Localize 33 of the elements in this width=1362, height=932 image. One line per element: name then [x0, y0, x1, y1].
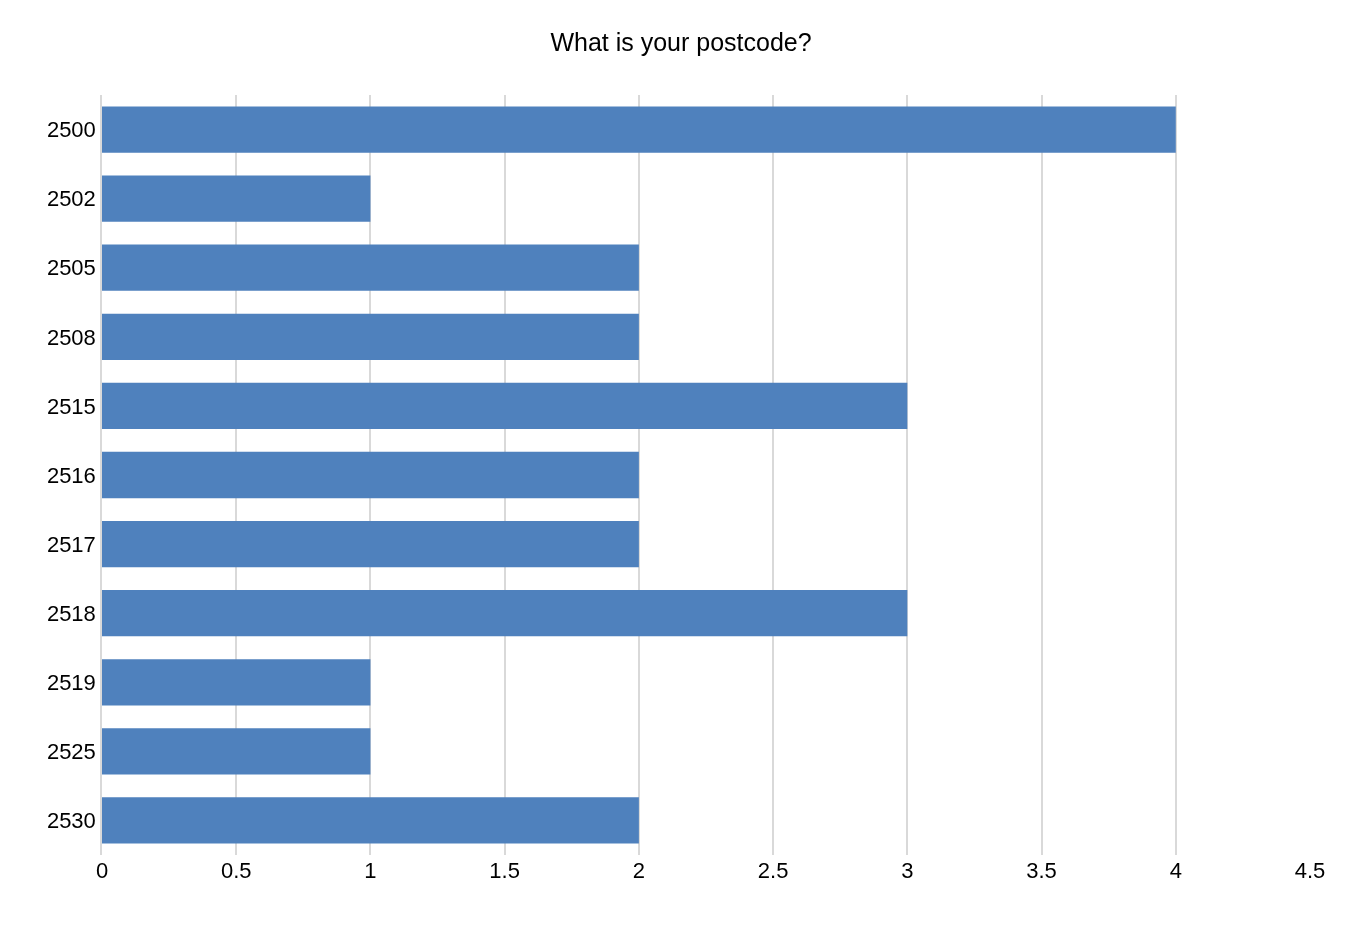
x-tick-label: 4.5	[1294, 858, 1326, 883]
y-tick-label: 2517	[46, 531, 96, 557]
x-tick-label: 4	[1169, 858, 1182, 883]
x-tick-label: 1	[364, 858, 377, 883]
bar	[102, 313, 639, 360]
bar	[102, 659, 371, 706]
y-tick-label: 2530	[46, 808, 96, 834]
y-tick-label: 2518	[46, 600, 96, 626]
x-tick-label: 0.5	[220, 858, 252, 883]
bar	[102, 590, 908, 637]
bar	[102, 451, 639, 499]
bar	[102, 728, 371, 775]
bar	[102, 244, 639, 291]
y-tick-label: 2502	[46, 186, 96, 212]
bar	[102, 797, 639, 844]
y-tick-label: 2505	[46, 255, 96, 281]
x-tick-label: 2	[632, 858, 646, 883]
y-tick-label: 2515	[46, 393, 96, 419]
chart-title: What is your postcode?	[550, 27, 812, 56]
y-tick-label: 2516	[46, 462, 96, 488]
y-tick-label: 2519	[46, 669, 96, 695]
y-tick-label: 2508	[46, 324, 96, 350]
x-tick-label: 1.5	[489, 858, 520, 883]
y-tick-label: 2525	[46, 739, 96, 765]
x-tick-label: 3	[901, 858, 914, 883]
bar	[102, 382, 908, 430]
x-tick-label: 2.5	[757, 858, 789, 883]
bar	[102, 175, 371, 222]
y-tick-label: 2500	[46, 117, 96, 143]
bar	[102, 106, 1176, 153]
x-tick-label: 3.5	[1026, 858, 1057, 883]
bar	[102, 520, 639, 568]
x-tick-label: 0	[95, 858, 109, 883]
